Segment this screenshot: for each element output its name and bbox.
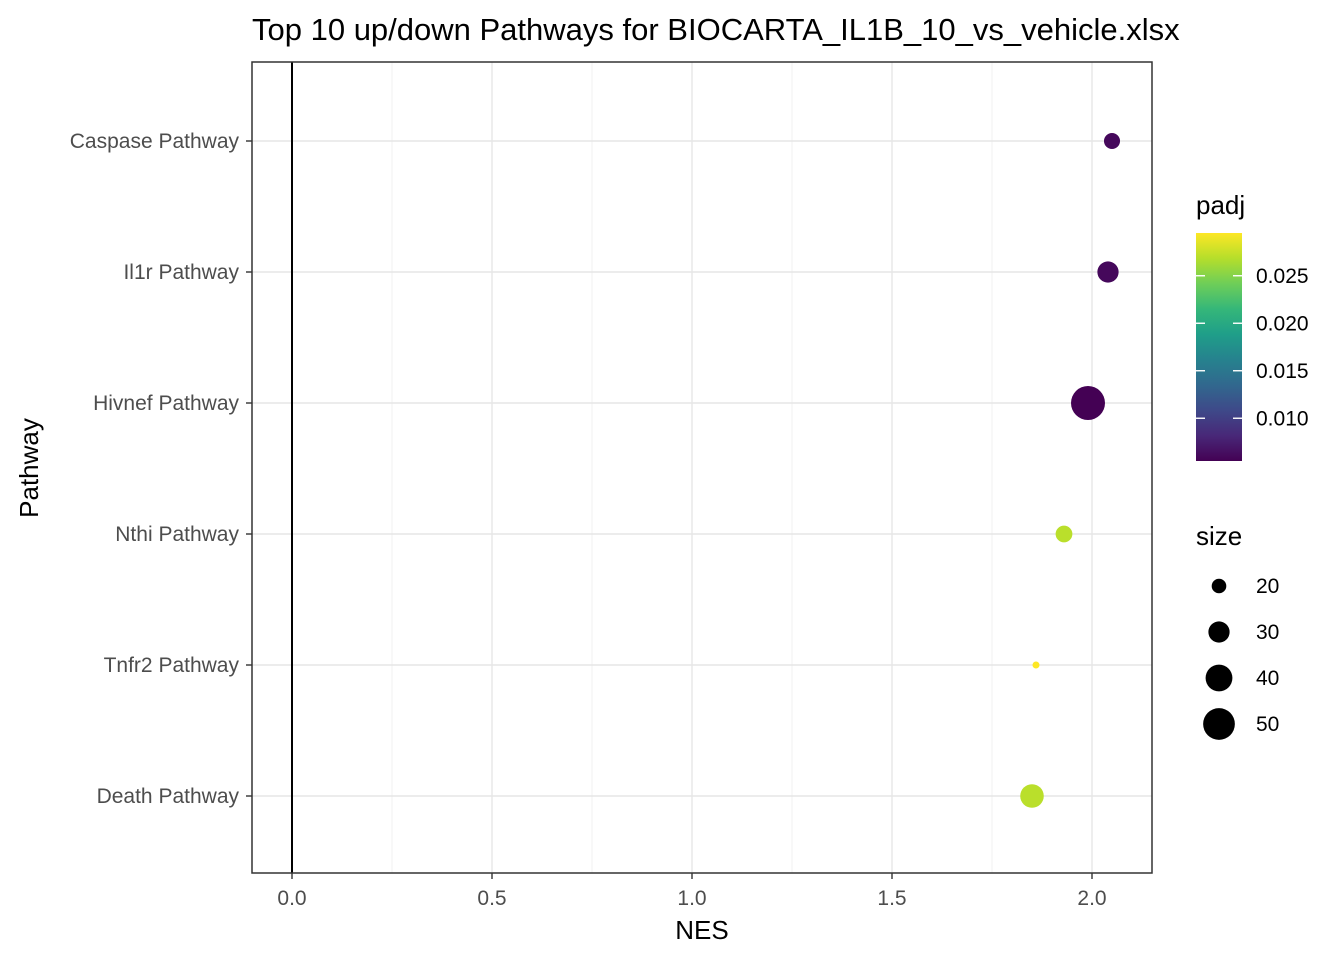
y-tick-label: Il1r Pathway bbox=[123, 261, 239, 284]
size-legend-key bbox=[1208, 621, 1230, 643]
y-tick-label: Caspase Pathway bbox=[70, 130, 240, 153]
size-legend-label: 30 bbox=[1256, 621, 1279, 644]
plot-panel-border bbox=[251, 61, 1153, 874]
data-point bbox=[1071, 386, 1105, 420]
y-axis-title: Pathway bbox=[14, 418, 44, 518]
y-tick-label: Death Pathway bbox=[97, 785, 240, 808]
data-point bbox=[1032, 661, 1040, 669]
data-point bbox=[1097, 261, 1119, 283]
color-legend-label: 0.015 bbox=[1256, 360, 1309, 383]
x-tick-label: 1.0 bbox=[677, 887, 706, 910]
y-axis: Caspase Pathway Il1r Pathway Hivnef Pathwa… bbox=[70, 130, 252, 808]
x-tick-label: 1.5 bbox=[877, 887, 906, 910]
points-layer bbox=[1020, 132, 1121, 808]
size-legend-key bbox=[1211, 578, 1227, 594]
size-legend-key bbox=[1205, 664, 1233, 692]
color-legend-label: 0.020 bbox=[1256, 312, 1309, 335]
color-legend-bar bbox=[1196, 233, 1242, 461]
size-legend-label: 50 bbox=[1256, 713, 1279, 736]
size-legend: size 20 30 40 50 bbox=[1196, 521, 1279, 740]
grid-layer bbox=[252, 62, 1152, 873]
size-legend-key bbox=[1203, 708, 1235, 740]
chart-title: Top 10 up/down Pathways for BIOCARTA_IL1… bbox=[252, 12, 1180, 47]
color-legend-label: 0.025 bbox=[1256, 265, 1309, 288]
color-legend: padj 0.010 0.015 0.020 0.025 bbox=[1196, 190, 1309, 461]
x-tick-label: 0.5 bbox=[477, 887, 506, 910]
data-point bbox=[1055, 525, 1073, 543]
y-tick-label: Hivnef Pathway bbox=[93, 392, 239, 415]
y-tick-label: Nthi Pathway bbox=[115, 523, 239, 546]
x-tick-label: 2.0 bbox=[1077, 887, 1106, 910]
color-legend-label: 0.010 bbox=[1256, 407, 1309, 430]
x-axis: 0.0 0.5 1.0 1.5 2.0 bbox=[277, 873, 1107, 910]
size-legend-label: 40 bbox=[1256, 667, 1279, 690]
color-legend-title: padj bbox=[1196, 190, 1245, 220]
x-axis-title: NES bbox=[675, 915, 728, 945]
x-tick-label: 0.0 bbox=[277, 887, 306, 910]
data-point bbox=[1020, 784, 1044, 808]
size-legend-title: size bbox=[1196, 521, 1242, 551]
size-legend-label: 20 bbox=[1256, 575, 1279, 598]
y-tick-label: Tnfr2 Pathway bbox=[104, 654, 240, 677]
data-point bbox=[1103, 132, 1121, 150]
